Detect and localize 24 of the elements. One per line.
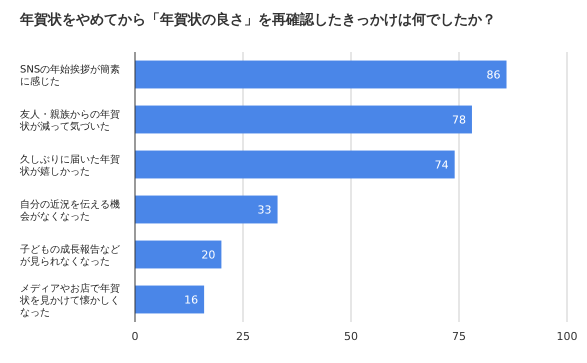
data-label: 86 [486, 68, 501, 82]
bar [135, 150, 455, 178]
y-tick-label: 子どもの成長報告などが見られなくなった [20, 244, 120, 268]
data-label: 16 [184, 294, 198, 306]
y-tick-label: 久しぶりに届いた年賀状が嬉しかった [19, 154, 120, 178]
x-tick-label: 100 [556, 330, 578, 343]
bar [135, 60, 507, 88]
chart-title: 年賀状をやめてから「年賀状の良さ」を再確認したきっかけは何でしたか？ [19, 11, 496, 28]
data-label: 20 [201, 248, 216, 262]
x-tick-label: 25 [236, 330, 250, 343]
y-tick-label: 友人・親族からの年賀状が減って気づいた [19, 108, 120, 132]
bar [135, 196, 278, 224]
x-tick-label: 75 [452, 330, 466, 343]
y-tick-label: 自分の近況を伝える機会がなくなった [20, 198, 120, 222]
bar [135, 106, 472, 134]
y-tick-label: SNSの年始挨拶が簡素に感じた [20, 64, 120, 88]
data-label: 74 [434, 158, 449, 172]
bar [135, 240, 222, 268]
bar [135, 286, 204, 314]
x-tick-label: 50 [344, 330, 358, 343]
y-tick-label: メディアやお店で年賀状を見かけて懐かしくなった [19, 282, 120, 318]
x-tick-label: 0 [132, 330, 138, 343]
data-label: 78 [452, 114, 466, 126]
data-label: 33 [258, 204, 272, 216]
